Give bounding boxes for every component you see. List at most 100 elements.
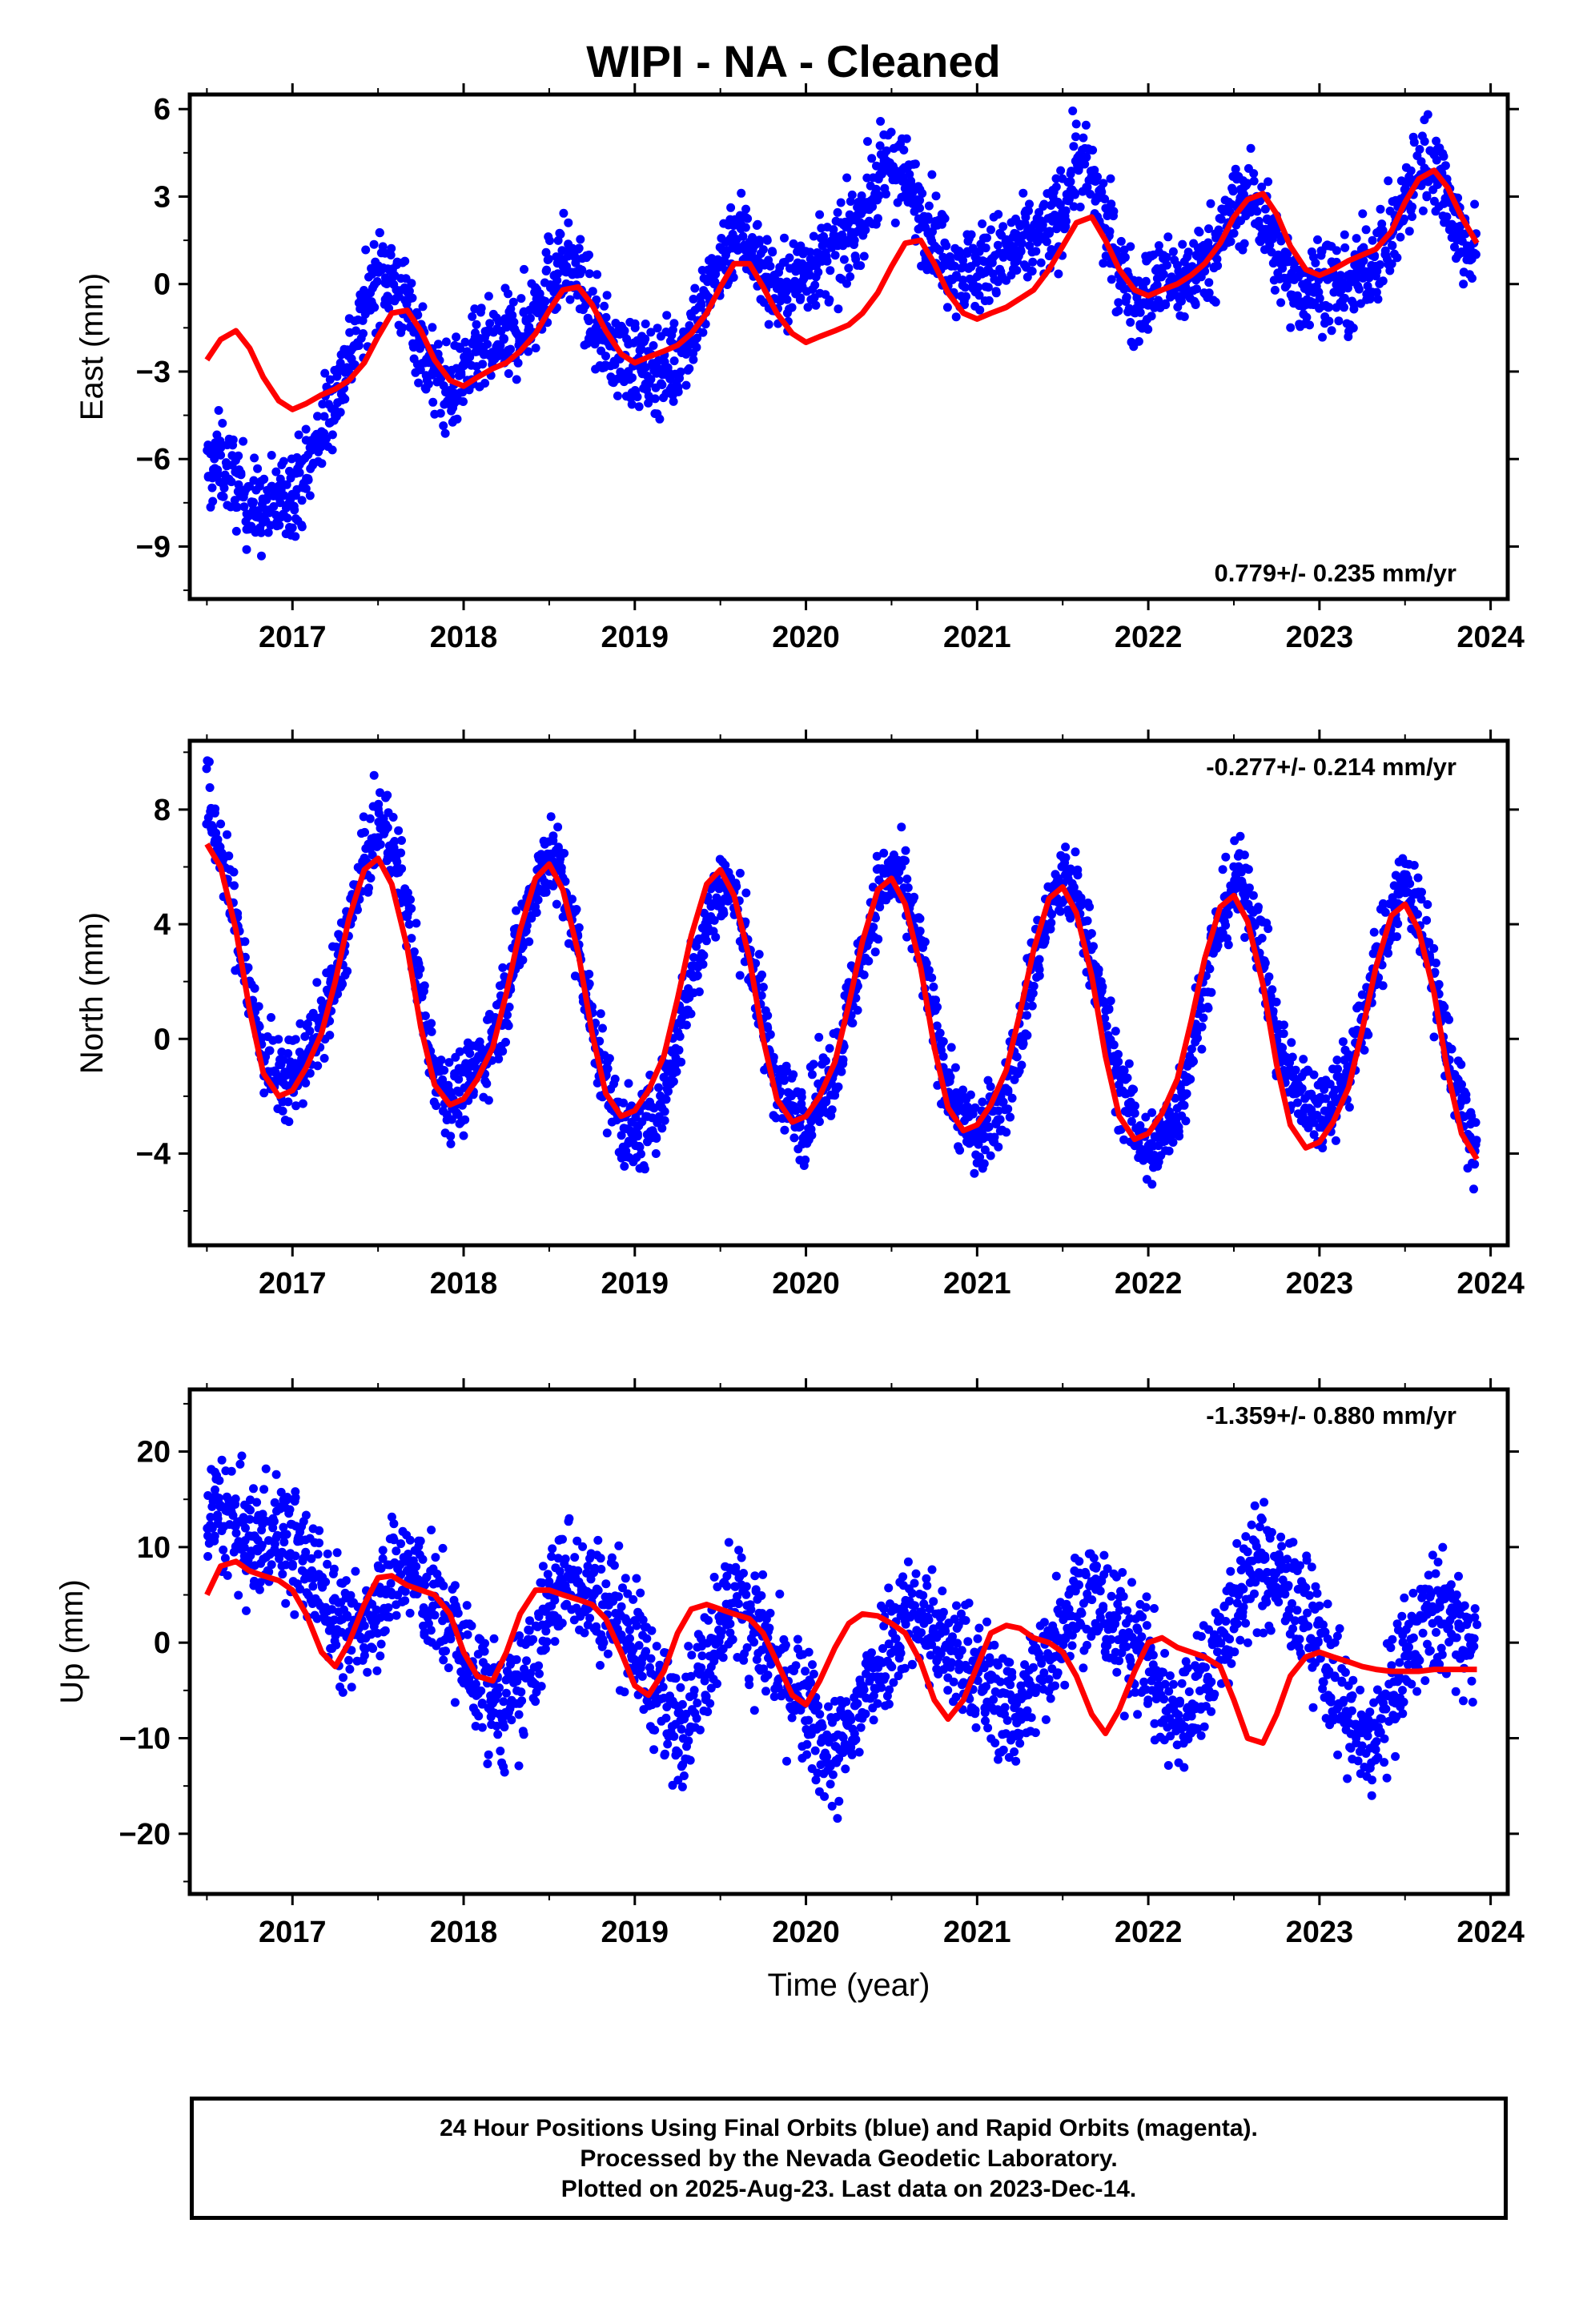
y-tick-label: 8	[154, 794, 171, 827]
data-point	[223, 1570, 232, 1580]
data-point	[585, 250, 593, 259]
data-point	[331, 943, 341, 951]
data-point	[1114, 1057, 1123, 1067]
data-point	[915, 203, 925, 213]
data-point	[1171, 1093, 1180, 1103]
data-point	[206, 1513, 215, 1522]
data-point	[1207, 987, 1216, 997]
data-point	[439, 421, 448, 431]
data-point	[1239, 850, 1249, 860]
data-point	[617, 1131, 626, 1140]
data-point	[1066, 177, 1075, 187]
data-point	[863, 137, 872, 147]
data-point	[620, 326, 629, 336]
data-point	[641, 363, 650, 372]
data-point	[1127, 1116, 1136, 1126]
data-point	[456, 344, 465, 353]
data-point	[231, 1528, 241, 1538]
data-point	[218, 419, 227, 428]
data-point	[690, 283, 700, 293]
data-point	[905, 170, 914, 179]
data-point	[298, 1099, 307, 1108]
data-point	[1409, 861, 1419, 870]
data-point	[392, 857, 402, 866]
data-point	[1100, 195, 1110, 203]
data-point	[386, 251, 396, 259]
data-point	[1116, 236, 1126, 246]
data-point	[763, 1011, 773, 1020]
data-point	[974, 283, 983, 292]
data-point	[1283, 249, 1292, 259]
data-point	[369, 770, 379, 780]
data-point	[833, 207, 842, 217]
data-point	[483, 340, 492, 349]
data-point	[446, 1139, 456, 1148]
data-point	[741, 888, 751, 898]
data-point	[313, 412, 322, 421]
data-point	[1384, 948, 1393, 958]
data-point	[1080, 159, 1090, 169]
data-point	[1134, 336, 1143, 346]
data-point	[278, 1106, 287, 1116]
data-point	[283, 1049, 293, 1058]
data-point	[432, 1101, 441, 1111]
data-point	[1193, 1033, 1202, 1043]
data-point	[259, 1485, 269, 1494]
data-point	[844, 263, 854, 273]
data-point	[596, 1009, 605, 1019]
data-point	[397, 836, 406, 845]
data-point	[983, 283, 993, 292]
data-point	[307, 1566, 316, 1575]
data-point	[295, 1584, 305, 1594]
data-point	[1126, 318, 1135, 327]
data-point	[504, 1003, 514, 1011]
data-point	[565, 295, 575, 304]
data-point	[279, 1522, 288, 1532]
data-point	[203, 1491, 213, 1500]
x-tick-label: 2023	[1286, 621, 1354, 654]
data-point	[407, 904, 416, 913]
data-point	[1266, 991, 1276, 1001]
data-point	[241, 1523, 250, 1533]
data-point	[1147, 1180, 1157, 1189]
data-point	[295, 468, 304, 477]
data-point	[759, 298, 769, 308]
data-point	[428, 323, 437, 332]
data-point	[440, 428, 450, 438]
data-point	[966, 1090, 975, 1100]
data-point	[361, 245, 371, 255]
data-point	[284, 1117, 294, 1127]
data-point	[389, 270, 399, 279]
data-point	[1456, 1059, 1466, 1069]
data-point	[1051, 174, 1061, 183]
data-point	[940, 214, 950, 223]
y-tick-label: −4	[136, 1137, 171, 1171]
data-point	[211, 1485, 219, 1494]
data-point	[698, 959, 708, 969]
data-point	[540, 296, 550, 306]
data-point	[1333, 1064, 1343, 1074]
data-point	[836, 198, 846, 207]
data-point	[498, 963, 508, 972]
data-point	[838, 1055, 848, 1064]
data-point	[1054, 269, 1063, 279]
data-point	[1405, 879, 1415, 888]
x-tick-label: 2024	[1456, 621, 1525, 654]
data-point	[1074, 166, 1083, 175]
data-point	[1250, 921, 1260, 931]
data-point	[1423, 110, 1432, 119]
data-point	[984, 1122, 994, 1132]
data-point	[646, 375, 656, 384]
data-point	[649, 341, 658, 350]
data-point	[319, 1054, 329, 1063]
data-point	[1119, 1066, 1129, 1076]
data-point	[677, 1057, 686, 1067]
data-point	[420, 981, 429, 991]
data-point	[1471, 250, 1481, 259]
data-point	[698, 328, 708, 337]
data-point	[552, 275, 562, 285]
data-point	[867, 154, 877, 163]
data-point	[1408, 212, 1416, 221]
